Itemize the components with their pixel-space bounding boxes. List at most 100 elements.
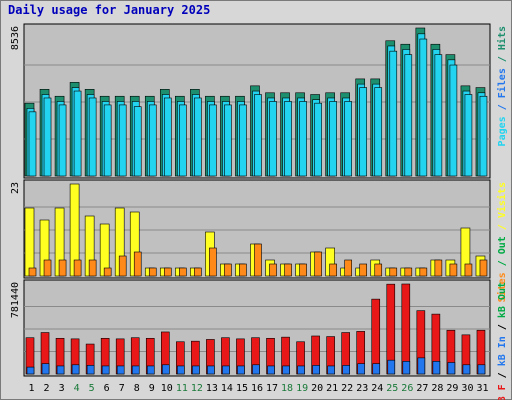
bar-sites-8 [133, 251, 142, 277]
panel-kbytes-legend: kB F / kB In / kB Out [497, 282, 508, 400]
x-tick-label: 20 [311, 383, 323, 394]
bar-kb-in-27 [417, 357, 426, 375]
bar-sites-10 [163, 267, 172, 277]
bar-sites-16 [254, 243, 262, 277]
bar-sites-18 [284, 263, 292, 277]
bar-pages-23 [359, 87, 368, 177]
legend-entry: / Out [497, 236, 508, 272]
x-tick-label: 25 [386, 383, 398, 394]
bar-kb-in-4 [71, 364, 80, 375]
bar-sites-29 [449, 263, 458, 277]
bar-kb-in-26 [402, 361, 411, 375]
bar-kb-in-17 [267, 365, 275, 375]
bar-sites-6 [103, 267, 112, 277]
bar-pages-8 [133, 106, 142, 177]
bar-kb-in-16 [252, 364, 260, 375]
bar-sites-7 [118, 255, 127, 277]
bar-kb-in-10 [161, 364, 170, 375]
bar-kb-in-21 [327, 365, 335, 375]
bar-sites-13 [209, 247, 217, 277]
bar-sites-23 [359, 263, 368, 277]
bar-pages-14 [224, 104, 232, 177]
bar-sites-11 [179, 267, 187, 277]
x-tick-label: 6 [104, 383, 110, 394]
x-tick-label: 13 [206, 383, 218, 394]
bar-kb-in-22 [342, 365, 350, 375]
bar-kb-in-20 [312, 365, 320, 375]
bar-kb-in-18 [282, 365, 290, 375]
bar-pages-6 [103, 104, 112, 177]
x-tick-label: 30 [461, 383, 473, 394]
bar-pages-5 [88, 97, 97, 177]
bar-sites-24 [374, 263, 383, 277]
bar-pages-1 [28, 111, 37, 177]
bar-kb-in-7 [116, 365, 125, 375]
bar-sites-27 [419, 267, 428, 277]
x-tick-label: 1 [29, 383, 35, 394]
x-tick-label: 29 [446, 383, 458, 394]
bar-kb-in-11 [177, 365, 185, 375]
bar-sites-25 [389, 267, 398, 277]
legend-entry: kB In [497, 336, 508, 366]
x-tick-label: 15 [236, 383, 248, 394]
x-tick-label: 9 [149, 383, 155, 394]
bar-pages-9 [148, 104, 157, 177]
x-tick-label: 27 [416, 383, 428, 394]
bar-kb-f-24 [371, 298, 381, 375]
bar-kb-in-28 [432, 361, 441, 375]
bar-sites-15 [239, 263, 247, 277]
bar-sites-1 [28, 267, 37, 277]
bar-sites-2 [43, 259, 52, 277]
bar-pages-11 [179, 104, 187, 177]
bar-pages-25 [389, 50, 398, 177]
x-tick-label: 10 [161, 383, 173, 394]
bar-sites-30 [464, 263, 473, 277]
bar-pages-18 [284, 101, 292, 177]
bar-pages-16 [254, 94, 262, 177]
bar-sites-5 [88, 259, 97, 277]
legend-entry: / Visits [496, 182, 508, 236]
bar-kb-in-5 [86, 365, 95, 375]
bar-kb-in-6 [101, 365, 110, 375]
bar-kb-in-3 [56, 365, 65, 375]
bar-pages-29 [449, 64, 458, 177]
bar-pages-26 [404, 54, 413, 177]
x-tick-label: 22 [341, 383, 353, 394]
bar-sites-14 [224, 263, 232, 277]
x-tick-label: 18 [281, 383, 293, 394]
panel-visits-sites-legend: Sites / Out / Visits [496, 182, 508, 302]
bar-pages-12 [194, 97, 202, 177]
bar-pages-19 [299, 101, 307, 177]
legend-entry: Sites [496, 272, 508, 302]
bar-kb-f-26 [401, 283, 411, 375]
bar-pages-22 [344, 101, 352, 177]
x-tick-label: 4 [74, 383, 80, 394]
legend-entry: kB F [497, 384, 508, 400]
legend-entry: Pages [497, 116, 508, 146]
bar-kb-in-31 [477, 364, 486, 375]
legend-entry: / [497, 366, 508, 384]
bar-kb-in-19 [297, 365, 305, 375]
x-tick-label: 11 [176, 383, 188, 394]
bar-pages-28 [434, 54, 443, 177]
x-tick-label: 2 [44, 383, 50, 394]
x-tick-label: 12 [191, 383, 203, 394]
bar-pages-30 [464, 94, 473, 177]
bar-kb-in-25 [387, 359, 396, 375]
bar-kb-in-14 [222, 365, 230, 375]
bar-pages-31 [479, 95, 488, 177]
panel-visits-sites-ymax-label: 23 [10, 182, 21, 194]
bar-sites-3 [58, 259, 67, 277]
bar-kb-in-15 [237, 365, 245, 375]
bar-kb-in-30 [462, 364, 471, 375]
bar-pages-24 [374, 87, 383, 177]
legend-entry: kB Out [497, 282, 508, 318]
bar-kb-in-24 [372, 363, 381, 375]
panel-hits-files-pages-ymax-label: 8536 [10, 26, 21, 50]
x-tick-label: 21 [326, 383, 338, 394]
bar-kb-in-8 [131, 365, 140, 375]
bar-kb-in-12 [192, 365, 200, 375]
panel-hits-files-pages-legend: Pages / Files / Hits [496, 26, 508, 146]
